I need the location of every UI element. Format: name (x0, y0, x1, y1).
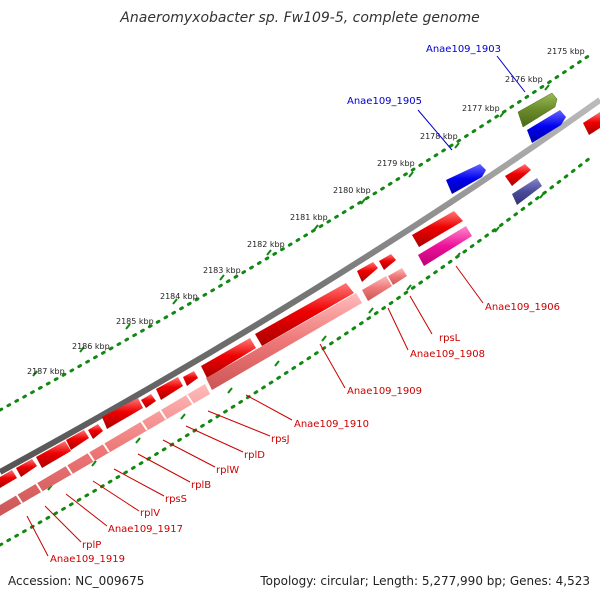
gene-label-anae109-1909[interactable]: Anae109_1909 (347, 386, 422, 397)
gene-label-anae109-1910[interactable]: Anae109_1910 (294, 419, 369, 430)
gene-label-rplp[interactable]: rplP (82, 540, 101, 551)
gene-anae109-1903[interactable] (517, 92, 558, 128)
tick-label-2182: 2182 kbp (247, 240, 285, 249)
gene-pink-1909[interactable] (206, 293, 362, 390)
gene-edge-red[interactable] (583, 112, 600, 135)
strand-gaps (15, 394, 194, 504)
gene-anae109-1905-a[interactable] (527, 110, 566, 143)
tick-label-2187: 2187 kbp (27, 367, 65, 376)
genome-backbone (0, 97, 600, 475)
tick-label-2186: 2186 kbp (72, 342, 110, 351)
gene-label-anae109-1903[interactable]: Anae109_1903 (426, 44, 501, 55)
gene-pink-rpsL[interactable] (362, 276, 392, 301)
gene-label-anae109-1908[interactable]: Anae109_1908 (410, 349, 485, 360)
tick-label-2177: 2177 kbp (462, 104, 500, 113)
gene-pink-1908[interactable] (388, 268, 407, 285)
tick-label-2176: 2176 kbp (505, 75, 543, 84)
gene-label-anae109-1919[interactable]: Anae109_1919 (50, 554, 125, 565)
tick-label-2179: 2179 kbp (377, 159, 415, 168)
gene-red-rpsS-top[interactable] (88, 424, 103, 439)
tick-label-2185: 2185 kbp (116, 317, 154, 326)
tick-label-2181: 2181 kbp (290, 213, 328, 222)
outer-dotted-ring (0, 53, 592, 412)
tick-label-2184: 2184 kbp (160, 292, 198, 301)
tick-label-2183: 2183 kbp (203, 266, 241, 275)
leader-lines (26, 55, 526, 557)
gene-label-rplw[interactable]: rplW (216, 465, 239, 476)
tick-label-2180: 2180 kbp (333, 186, 371, 195)
gene-red-rplD-top[interactable] (156, 377, 183, 400)
gene-red-1917-top[interactable] (36, 441, 71, 468)
genes-reverse-strand (0, 268, 407, 516)
tick-marks (32, 84, 550, 377)
gene-red-1910-top[interactable] (201, 338, 256, 378)
gene-label-rpss[interactable]: rpsS (165, 494, 187, 505)
map-title: Anaeromyxobacter sp. Fw109-5, complete g… (120, 10, 480, 26)
accession-text: Accession: NC_009675 (8, 574, 145, 588)
gene-magenta-1906[interactable] (418, 226, 472, 266)
tick-label-2178: 2178 kbp (420, 132, 458, 141)
tick-label-2175: 2175 kbp (547, 47, 585, 56)
gene-red-rpsJ-top[interactable] (183, 371, 198, 386)
gene-red-rplP-top[interactable] (16, 459, 37, 477)
gene-red-1906a[interactable] (412, 211, 463, 247)
gene-pink-1910[interactable] (0, 384, 210, 516)
inner-tick-marks (47, 192, 545, 491)
genes-forward-strand (0, 92, 600, 488)
gene-purple[interactable] (512, 178, 542, 205)
gene-red-rplB-top[interactable] (102, 398, 143, 429)
gene-red-rplV-top[interactable] (66, 430, 89, 450)
gene-label-rpsj[interactable]: rpsJ (271, 434, 290, 445)
gene-red-small-1[interactable] (505, 164, 531, 186)
gene-label-rpld[interactable]: rplD (244, 450, 265, 461)
gene-red-1919-top[interactable] (0, 470, 17, 488)
gene-label-anae109-1906[interactable]: Anae109_1906 (485, 302, 560, 313)
inner-dotted-ring (0, 156, 592, 547)
gene-red-rpsL-top[interactable] (357, 262, 378, 282)
gene-red-1908-top[interactable] (379, 254, 396, 270)
gene-red-1909-top[interactable] (255, 283, 354, 346)
gene-label-rplv[interactable]: rplV (140, 508, 160, 519)
gene-label-rpsl[interactable]: rpsL (439, 333, 461, 344)
gene-label-rplb[interactable]: rplB (191, 480, 211, 491)
gene-red-rplW-top[interactable] (141, 394, 156, 408)
gene-label-anae109-1917[interactable]: Anae109_1917 (108, 524, 183, 535)
genome-summary-text: Topology: circular; Length: 5,277,990 bp… (260, 574, 590, 588)
gene-anae109-1905-b[interactable] (446, 164, 486, 194)
gene-label-anae109-1905[interactable]: Anae109_1905 (347, 96, 422, 107)
